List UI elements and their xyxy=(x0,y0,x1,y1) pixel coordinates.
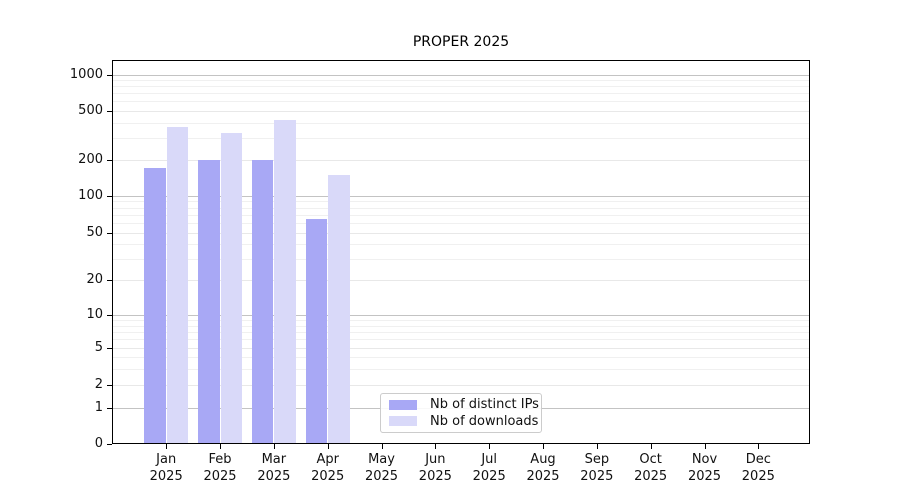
y-tick-mark-5 xyxy=(107,348,112,349)
gridline-700 xyxy=(113,93,809,95)
y-tick-mark-1 xyxy=(107,408,112,409)
x-tick-mark-sep xyxy=(596,444,598,449)
gridline-100 xyxy=(113,195,809,197)
x-tick-mark-oct xyxy=(650,444,652,449)
x-tick-label-apr: Apr 2025 xyxy=(311,452,345,484)
gridline-80 xyxy=(113,207,809,209)
x-tick-label-jun: Jun 2025 xyxy=(418,452,452,484)
bar-distinct-ips-apr xyxy=(305,218,328,444)
gridline-70 xyxy=(113,214,809,216)
x-tick-label-oct: Oct 2025 xyxy=(634,452,668,484)
y-tick-label-100: 100 xyxy=(78,187,103,203)
x-tick-mark-aug xyxy=(543,444,544,449)
gridline-40 xyxy=(113,244,809,246)
y-tick-label-50: 50 xyxy=(86,225,103,240)
gridline-600 xyxy=(113,101,809,103)
gridline-300 xyxy=(113,138,809,140)
bar-downloads-mar xyxy=(274,120,296,444)
y-tick-label-5: 5 xyxy=(94,340,103,355)
gridline-30 xyxy=(113,259,809,261)
gridline-90 xyxy=(113,201,809,203)
y-tick-mark-100 xyxy=(107,195,112,197)
x-tick-mark-dec xyxy=(758,444,760,449)
y-tick-mark-1000 xyxy=(107,74,112,76)
legend-item-distinct-ips: Nb of distinct IPs xyxy=(389,397,539,412)
gridline-3 xyxy=(113,368,809,370)
bar-distinct-ips-jan xyxy=(144,168,166,444)
bar-downloads-jan xyxy=(166,127,189,444)
gridline-10 xyxy=(113,315,809,316)
gridline-50 xyxy=(113,233,809,234)
legend-label-downloads: Nb of downloads xyxy=(430,413,539,429)
gridline-6 xyxy=(113,339,809,341)
bar-downloads-feb xyxy=(220,133,242,444)
x-tick-mark-nov xyxy=(704,444,706,449)
gridline-9 xyxy=(113,320,809,322)
bar-downloads-apr xyxy=(328,174,350,444)
gridline-7 xyxy=(113,331,809,333)
y-tick-mark-500 xyxy=(107,111,112,112)
y-tick-mark-20 xyxy=(107,280,112,281)
plot-area: Nb of distinct IPs Nb of downloads xyxy=(112,60,810,444)
x-tick-mark-jul xyxy=(489,444,491,449)
gridline-800 xyxy=(113,86,809,88)
bar-distinct-ips-mar xyxy=(251,160,274,444)
x-tick-mark-mar xyxy=(273,444,275,449)
x-tick-label-aug: Aug 2025 xyxy=(526,452,560,484)
gridline-900 xyxy=(113,80,809,82)
x-tick-mark-may xyxy=(381,444,383,449)
x-tick-mark-feb xyxy=(220,444,222,449)
y-tick-mark-200 xyxy=(107,160,112,161)
y-tick-label-20: 20 xyxy=(86,272,103,287)
y-tick-mark-50 xyxy=(107,233,112,234)
x-tick-mark-apr xyxy=(327,444,329,449)
x-tick-label-may: May 2025 xyxy=(364,452,399,484)
x-tick-mark-jun xyxy=(435,444,437,449)
gridline-500 xyxy=(113,111,809,112)
gridline-8 xyxy=(113,325,809,327)
y-tick-mark-10 xyxy=(107,315,112,316)
bar-distinct-ips-feb xyxy=(198,160,220,444)
legend-box: Nb of distinct IPs Nb of downloads xyxy=(380,393,542,433)
x-tick-label-dec: Dec 2025 xyxy=(741,452,775,484)
x-tick-label-feb: Feb 2025 xyxy=(203,452,237,484)
legend-swatch-downloads xyxy=(389,416,417,427)
y-tick-label-1: 1 xyxy=(94,400,103,415)
chart-title: PROPER 2025 xyxy=(412,34,510,50)
gridline-5 xyxy=(113,348,809,349)
x-tick-label-jan: Jan 2025 xyxy=(149,452,183,484)
y-tick-mark-2 xyxy=(107,385,112,386)
x-tick-label-mar: Mar 2025 xyxy=(257,452,291,484)
y-tick-label-500: 500 xyxy=(78,103,103,118)
gridline-1000 xyxy=(113,74,809,76)
y-tick-label-10: 10 xyxy=(86,307,103,322)
y-tick-label-1000: 1000 xyxy=(69,66,103,82)
gridline-4 xyxy=(113,357,809,358)
y-tick-label-0: 0 xyxy=(94,436,103,451)
x-tick-label-sep: Sep 2025 xyxy=(580,452,614,484)
gridline-400 xyxy=(113,122,809,124)
y-tick-mark-0 xyxy=(107,444,112,445)
gridline-20 xyxy=(113,280,809,281)
y-tick-label-2: 2 xyxy=(94,377,103,392)
x-tick-mark-jan xyxy=(166,444,168,449)
x-tick-label-jul: Jul 2025 xyxy=(472,452,506,484)
x-tick-label-nov: Nov 2025 xyxy=(687,452,722,484)
gridline-200 xyxy=(113,160,809,161)
gridline-2 xyxy=(113,385,809,386)
y-tick-label-200: 200 xyxy=(78,152,103,167)
legend-label-distinct-ips: Nb of distinct IPs xyxy=(430,397,539,413)
legend-swatch-distinct-ips xyxy=(389,399,417,410)
gridline-60 xyxy=(113,223,809,225)
legend-item-downloads: Nb of downloads xyxy=(389,414,538,429)
